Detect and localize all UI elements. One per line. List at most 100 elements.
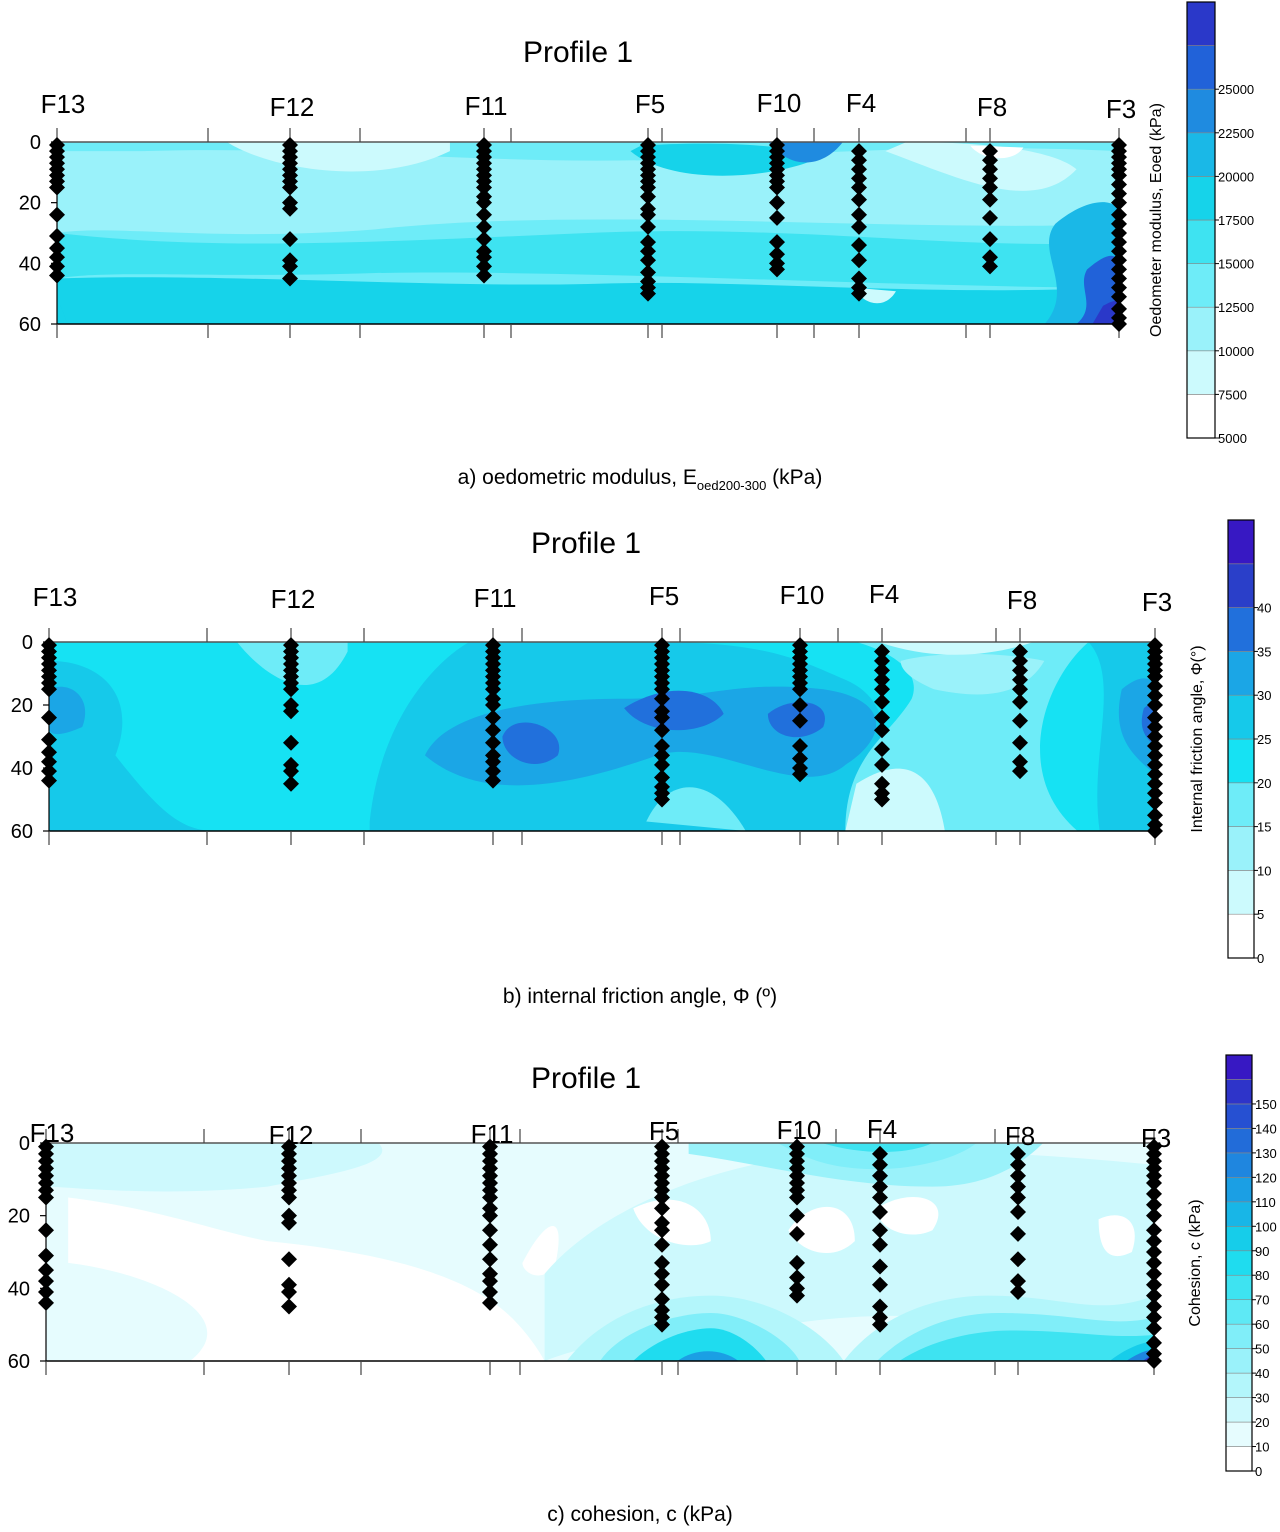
colorbar-band-14 xyxy=(1226,1128,1252,1152)
colorbar-tick-label-10: 10 xyxy=(1257,863,1271,878)
y-tick-label-20: 20 xyxy=(19,193,41,215)
colorbar-band-8 xyxy=(1228,608,1254,652)
colorbar: 5000750010000125001500017500200002250025… xyxy=(1148,2,1254,446)
colorbar-tick-label-150: 150 xyxy=(1255,1097,1277,1112)
colorbar-tick-label-80: 80 xyxy=(1255,1268,1269,1283)
colorbar-band-12 xyxy=(1226,1177,1252,1201)
colorbar-tick-label-17500: 17500 xyxy=(1218,213,1254,228)
colorbar-band-10 xyxy=(1228,520,1254,564)
borehole-label-f11: F11 xyxy=(474,583,517,613)
caption-main: a) oedometric modulus, E xyxy=(458,466,697,489)
colorbar-tick-label-15000: 15000 xyxy=(1218,257,1254,272)
colorbar-band-8 xyxy=(1187,89,1215,133)
panel-caption: c) cohesion, c (kPa) xyxy=(547,1503,733,1526)
colorbar-band-16 xyxy=(1226,1079,1252,1103)
colorbar-tick-label-25: 25 xyxy=(1257,732,1271,747)
borehole-label-f5: F5 xyxy=(635,89,665,119)
colorbar-band-1 xyxy=(1226,1447,1252,1471)
colorbar-band-2 xyxy=(1226,1422,1252,1446)
borehole-label-f10: F10 xyxy=(777,1115,822,1145)
colorbar-tick-label-60: 60 xyxy=(1255,1317,1269,1332)
colorbar: 0102030405060708090100110120130140150Coh… xyxy=(1187,1055,1277,1479)
colorbar-tick-label-70: 70 xyxy=(1255,1293,1269,1308)
colorbar-band-7 xyxy=(1228,651,1254,695)
borehole-label-f12: F12 xyxy=(271,584,316,614)
colorbar-tick-label-20: 20 xyxy=(1255,1415,1269,1430)
colorbar-tick-label-0: 0 xyxy=(1255,1464,1262,1479)
colorbar-band-8 xyxy=(1226,1275,1252,1299)
colorbar-tick-label-40: 40 xyxy=(1255,1366,1269,1381)
colorbar-band-2 xyxy=(1228,870,1254,914)
colorbar-band-9 xyxy=(1228,564,1254,608)
contour-panel-2: 0204060Profile 1F13 F12 F11 F5 F10 F4 F8 F30510… xyxy=(11,520,1272,1008)
colorbar-band-2 xyxy=(1187,351,1215,395)
colorbar-label: Cohesion, c (kPa) xyxy=(1187,1199,1204,1326)
y-tick-label-20: 20 xyxy=(11,695,33,717)
y-tick-label-0: 0 xyxy=(19,1133,30,1155)
colorbar-tick-label-30: 30 xyxy=(1255,1391,1269,1406)
y-tick-label-20: 20 xyxy=(8,1206,30,1228)
borehole-label-f4: F4 xyxy=(869,579,899,609)
y-tick-label-40: 40 xyxy=(8,1278,30,1300)
colorbar-band-6 xyxy=(1187,176,1215,220)
colorbar: 0510152025303540Internal friction angle,… xyxy=(1189,520,1271,966)
colorbar-band-1 xyxy=(1187,394,1215,438)
y-tick-label-0: 0 xyxy=(22,632,33,654)
colorbar-tick-label-130: 130 xyxy=(1255,1146,1277,1161)
colorbar-band-9 xyxy=(1187,46,1215,90)
borehole-label-f13: F13 xyxy=(30,1118,75,1148)
colorbar-tick-label-5000: 5000 xyxy=(1218,431,1247,446)
caption-unit: (kPa) xyxy=(766,466,822,489)
colorbar-tick-label-100: 100 xyxy=(1255,1219,1277,1234)
borehole-label-f5: F5 xyxy=(649,581,679,611)
colorbar-tick-label-5: 5 xyxy=(1257,907,1264,922)
colorbar-tick-label-35: 35 xyxy=(1257,644,1271,659)
caption-main: b) internal friction angle, Φ (º) xyxy=(503,985,777,1008)
y-tick-label-40: 40 xyxy=(11,758,33,780)
colorbar-tick-label-12500: 12500 xyxy=(1218,300,1254,315)
colorbar-band-5 xyxy=(1187,220,1215,264)
borehole-label-f13: F13 xyxy=(33,582,78,612)
colorbar-tick-label-20000: 20000 xyxy=(1218,169,1254,184)
colorbar-band-17 xyxy=(1226,1055,1252,1079)
colorbar-tick-label-140: 140 xyxy=(1255,1121,1277,1136)
borehole-label-f11: F11 xyxy=(465,91,508,121)
colorbar-tick-label-15: 15 xyxy=(1257,820,1271,835)
colorbar-band-3 xyxy=(1187,307,1215,351)
contour-fills xyxy=(57,142,1119,324)
colorbar-tick-label-110: 110 xyxy=(1255,1195,1276,1210)
colorbar-band-3 xyxy=(1226,1398,1252,1422)
y-tick-label-60: 60 xyxy=(19,314,41,336)
colorbar-tick-label-120: 120 xyxy=(1255,1170,1277,1185)
y-tick-label-60: 60 xyxy=(11,821,33,843)
colorbar-band-7 xyxy=(1226,1300,1252,1324)
contour-fills xyxy=(46,1143,1154,1361)
colorbar-band-4 xyxy=(1187,264,1215,308)
colorbar-label: Internal friction angle, Φ(°) xyxy=(1189,645,1206,832)
panel-caption: b) internal friction angle, Φ (º) xyxy=(503,985,777,1008)
colorbar-tick-label-25000: 25000 xyxy=(1218,82,1254,97)
colorbar-tick-label-22500: 22500 xyxy=(1218,126,1254,141)
colorbar-band-1 xyxy=(1228,914,1254,958)
colorbar-band-4 xyxy=(1228,783,1254,827)
contour-fills xyxy=(49,642,1155,831)
colorbar-band-10 xyxy=(1187,2,1215,46)
caption-main: c) cohesion, c (kPa) xyxy=(547,1503,733,1526)
colorbar-tick-label-90: 90 xyxy=(1255,1244,1269,1259)
borehole-label-f10: F10 xyxy=(780,580,825,610)
colorbar-tick-label-20: 20 xyxy=(1257,776,1271,791)
borehole-label-f8: F8 xyxy=(1007,585,1037,615)
y-tick-label-40: 40 xyxy=(19,253,41,275)
borehole-label-f8: F8 xyxy=(1005,1121,1035,1151)
borehole-label-f4: F4 xyxy=(846,88,876,118)
colorbar-label: Oedometer modulus, Eoed (kPa) xyxy=(1148,103,1165,337)
chart-title: Profile 1 xyxy=(531,527,641,560)
colorbar-band-13 xyxy=(1226,1153,1252,1177)
colorbar-band-6 xyxy=(1226,1324,1252,1348)
borehole-label-f3: F3 xyxy=(1106,94,1136,124)
colorbar-band-11 xyxy=(1226,1202,1252,1226)
y-tick-label-0: 0 xyxy=(30,132,41,154)
colorbar-tick-label-10000: 10000 xyxy=(1218,344,1254,359)
